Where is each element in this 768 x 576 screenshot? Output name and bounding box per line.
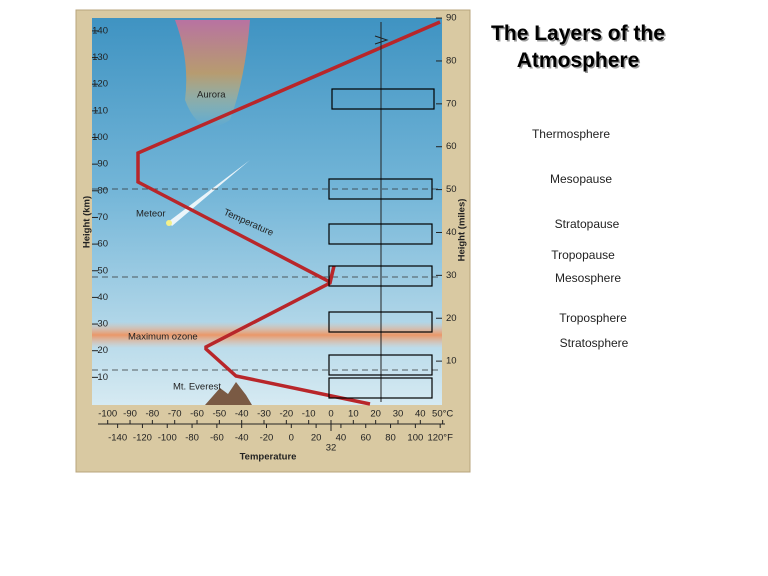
ozone-label: Maximum ozone [128, 332, 198, 343]
fahrenheit-tick-label: -80 [185, 433, 199, 444]
word-bank-item: Stratopause [555, 217, 620, 231]
celsius-tick-label: 10 [348, 409, 359, 420]
aurora-label: Aurora [197, 90, 226, 101]
word-bank-item: Stratosphere [560, 336, 629, 350]
mile-tick-label: 10 [446, 356, 457, 367]
word-bank-item: Thermosphere [532, 127, 610, 141]
celsius-tick-label: -40 [235, 409, 249, 420]
boundary-lines [92, 188, 442, 371]
km-tick-label: 20 [97, 345, 108, 356]
fahrenheit-tick-label: 20 [311, 433, 322, 444]
meteor [166, 220, 172, 226]
celsius-tick-label: 30 [393, 409, 404, 420]
km-tick-label: 50 [97, 265, 108, 276]
fahrenheit-tick-label: 60 [360, 433, 371, 444]
celsius-tick-label: 20 [370, 409, 381, 420]
answer-box [328, 178, 433, 200]
bottom-axis-label: Temperature [240, 452, 297, 463]
celsius-tick-label: 40 [415, 409, 426, 420]
word-bank-item: Mesopause [550, 172, 612, 186]
fahrenheit-tick-label: 100 [407, 433, 423, 444]
celsius-tick-label: 0 [328, 409, 333, 420]
mile-tick-label: 50 [446, 184, 457, 195]
answer-box [331, 88, 435, 110]
mile-tick-label: 40 [446, 227, 457, 238]
everest-label: Mt. Everest [173, 382, 221, 393]
celsius-tick-label: -70 [168, 409, 182, 420]
km-tick-label: 70 [97, 212, 108, 223]
km-tick-label: 130 [92, 52, 108, 63]
celsius-tick-label: -50 [212, 409, 226, 420]
celsius-tick-label: -60 [190, 409, 204, 420]
word-bank-item: Troposphere [559, 311, 627, 325]
km-tick-label: 120 [92, 79, 108, 90]
celsius-tick-label: 50°C [432, 409, 453, 420]
km-tick-label: 100 [92, 132, 108, 143]
celsius-tick-label: -20 [279, 409, 293, 420]
km-tick-label: 80 [97, 185, 108, 196]
fahrenheit-tick-label: -100 [158, 433, 177, 444]
answer-box [328, 265, 433, 287]
celsius-tick-label: -80 [145, 409, 159, 420]
answer-boxes [328, 88, 435, 399]
km-tick-label: 140 [92, 25, 108, 36]
km-tick-label: 30 [97, 319, 108, 330]
fahrenheit-tick-label: -120 [133, 433, 152, 444]
mile-tick-label: 70 [446, 98, 457, 109]
fahrenheit-tick-label: 40 [336, 433, 347, 444]
answer-box [328, 223, 433, 245]
km-tick-label: 40 [97, 292, 108, 303]
celsius-tick-label: -10 [302, 409, 316, 420]
answer-box [328, 354, 433, 376]
fahrenheit-tick-label: -20 [260, 433, 274, 444]
aurora-glow [175, 20, 250, 127]
fahrenheit-tick-label: -60 [210, 433, 224, 444]
right-axis-label: Height (miles) [457, 199, 468, 262]
atmosphere-figure: Aurora Meteor Temperature Maximum ozone … [75, 9, 471, 473]
left-axis-label: Height (km) [82, 196, 93, 248]
fahrenheit-tick-label: 0 [289, 433, 294, 444]
mile-tick-label: 20 [446, 313, 457, 324]
axis-break [374, 35, 389, 45]
km-tick-label: 10 [97, 372, 108, 383]
km-tick-label: 60 [97, 239, 108, 250]
temperature-profile [136, 20, 441, 406]
celsius-tick-label: -90 [123, 409, 137, 420]
freezing-label: 32 [326, 443, 337, 454]
meteor-label: Meteor [136, 209, 166, 220]
answer-box [328, 377, 433, 399]
word-bank-item: Mesosphere [555, 271, 621, 285]
km-tick-label: 110 [93, 105, 108, 116]
mile-tick-label: 80 [446, 55, 457, 66]
word-bank-item: Tropopause [551, 248, 615, 262]
celsius-tick-label: -100 [98, 409, 117, 420]
answer-box [328, 311, 433, 333]
mountain [205, 382, 252, 405]
mile-tick-label: 90 [446, 13, 457, 24]
km-tick-label: 90 [97, 159, 108, 170]
fahrenheit-tick-label: 80 [385, 433, 396, 444]
ozone-band [92, 322, 442, 348]
fahrenheit-tick-label: 120°F [427, 433, 453, 444]
celsius-tick-label: -30 [257, 409, 271, 420]
slide-title: The Layers of the Atmosphere [491, 22, 665, 72]
mile-tick-label: 30 [446, 270, 457, 281]
fahrenheit-tick-label: -140 [108, 433, 127, 444]
mile-tick-label: 60 [446, 141, 457, 152]
fahrenheit-tick-label: -40 [235, 433, 249, 444]
